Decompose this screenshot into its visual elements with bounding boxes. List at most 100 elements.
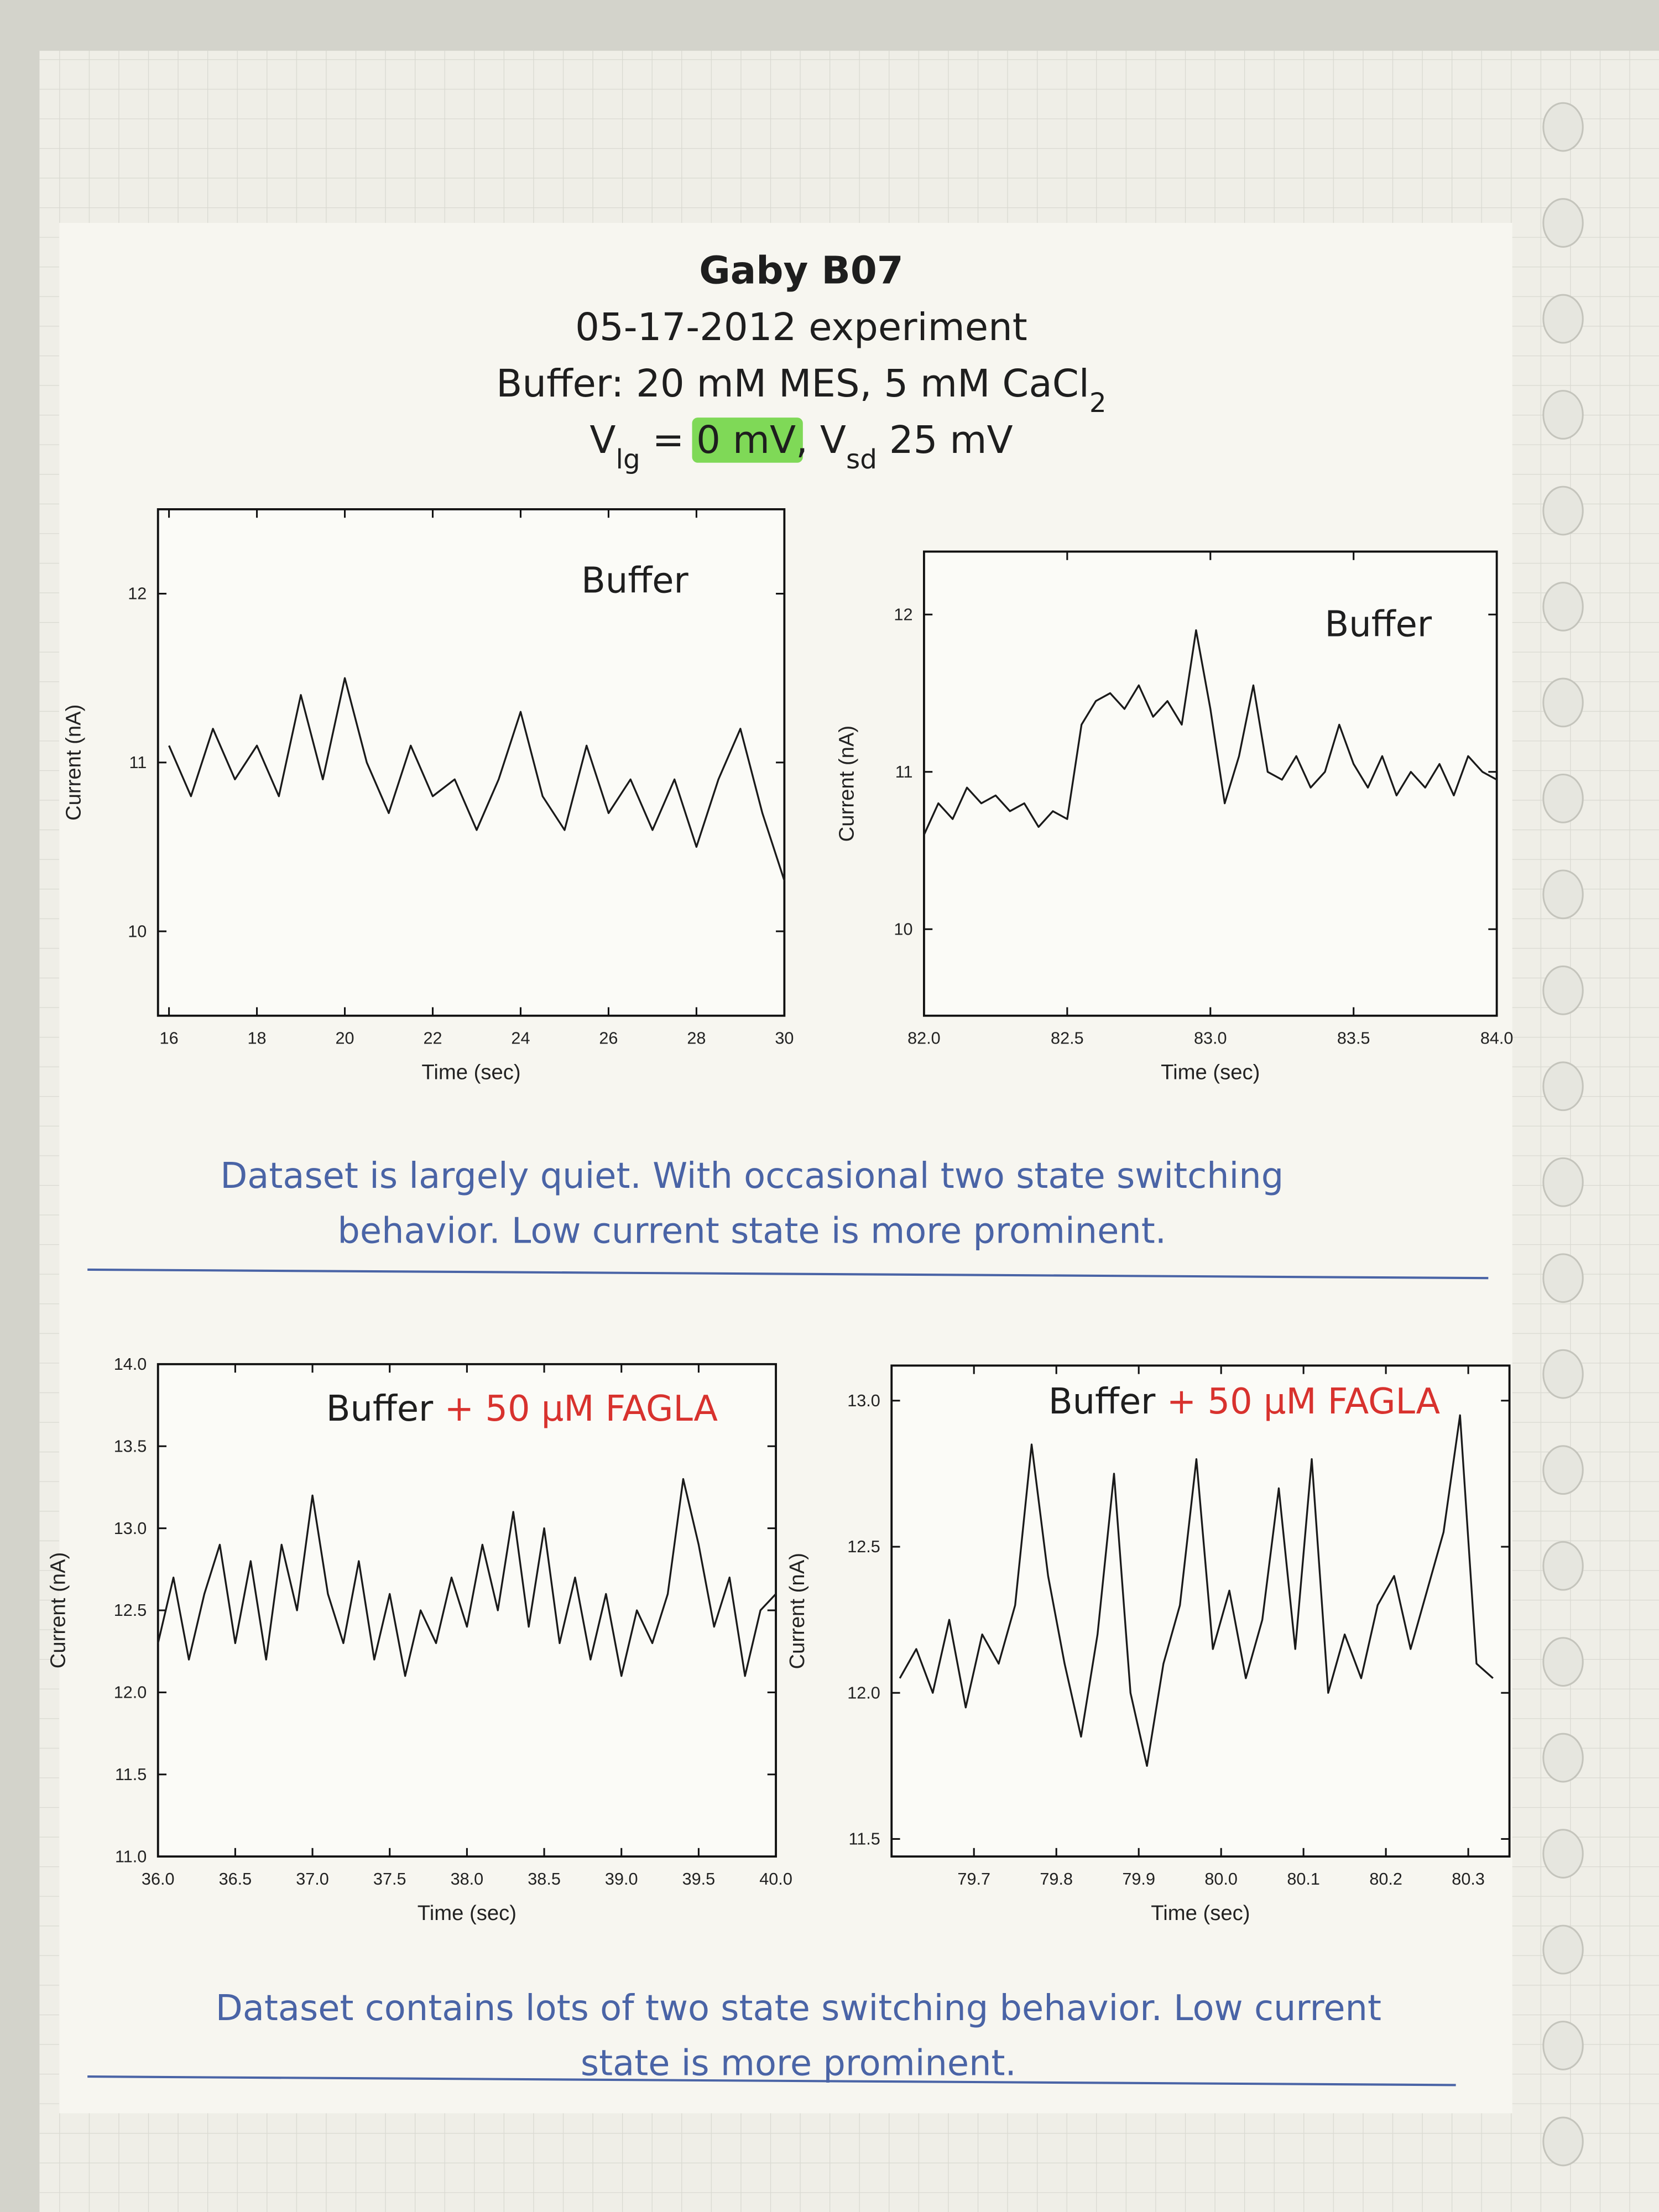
trace xyxy=(157,1478,777,1677)
x-axis-label: Time (sec) xyxy=(421,1061,520,1084)
text-segment: Buffer: 20 mM MES, 5 mM CaCl xyxy=(496,362,1089,406)
binder-hole xyxy=(1542,965,1584,1015)
x-tick-label: 79.8 xyxy=(1040,1870,1073,1888)
x-tick-label: 24 xyxy=(511,1029,530,1048)
binder-hole xyxy=(1542,1541,1584,1591)
y-axis-label: Current (nA) xyxy=(785,1553,809,1669)
x-tick-label: 36.0 xyxy=(142,1870,175,1888)
x-axis-label: Time (sec) xyxy=(1151,1901,1250,1925)
binder-hole xyxy=(1542,1349,1584,1399)
y-tick-label: 13.0 xyxy=(114,1519,147,1538)
note-line: Dataset is largely quiet. With occasiona… xyxy=(220,1156,1284,1197)
chart-title: Buffer + 50 μM FAGLA xyxy=(1048,1381,1441,1422)
x-tick-label: 80.1 xyxy=(1287,1870,1320,1888)
x-axis-label: Time (sec) xyxy=(1161,1061,1260,1084)
binder-hole xyxy=(1542,2021,1584,2070)
x-tick-label: 16 xyxy=(160,1029,179,1048)
note-rule xyxy=(87,1268,1489,1280)
chart: 36.0 36.5 37.0 37.5 38.0 38.5 39.0 39.5 40.0 11.0… xyxy=(46,1355,792,1925)
binder-hole xyxy=(1542,390,1584,440)
bias-line: Vlg = 0 mV, Vsd 25 mV xyxy=(589,418,1013,475)
y-tick-label: 11.0 xyxy=(115,1847,147,1866)
doc-date: 05-17-2012 experiment xyxy=(575,305,1027,349)
x-tick-label: 79.9 xyxy=(1122,1870,1155,1888)
text-segment: , V xyxy=(796,418,846,462)
buffer-line: Buffer: 20 mM MES, 5 mM CaCl2 xyxy=(496,362,1107,419)
y-tick-label: 13.0 xyxy=(847,1391,880,1410)
x-tick-label: 37.5 xyxy=(373,1870,406,1888)
text-segment: V xyxy=(589,418,615,462)
note-line: Dataset contains lots of two state switc… xyxy=(216,1988,1381,2029)
x-tick-label: 20 xyxy=(335,1029,354,1048)
y-tick-label: 13.5 xyxy=(114,1437,147,1455)
y-tick-label: 14.0 xyxy=(114,1355,147,1374)
x-tick-label: 36.5 xyxy=(219,1870,252,1888)
chart-title-note: + 50 μM FAGLA xyxy=(445,1389,718,1430)
y-axis-label: Current (nA) xyxy=(46,1552,70,1668)
x-tick-label: 79.7 xyxy=(957,1870,990,1888)
binder-hole xyxy=(1542,773,1584,823)
plot-frame xyxy=(923,550,1498,1017)
y-tick-label: 12 xyxy=(894,605,912,624)
binder-hole xyxy=(1542,1829,1584,1879)
y-tick-label: 11 xyxy=(895,763,913,781)
chart-title-main: Buffer xyxy=(1048,1381,1156,1422)
y-axis-label: Current (nA) xyxy=(61,705,85,821)
chart-title-main: Buffer xyxy=(581,560,688,601)
x-tick-label: 80.3 xyxy=(1452,1870,1485,1888)
y-tick-label: 10 xyxy=(128,922,147,941)
x-tick-label: 28 xyxy=(687,1029,706,1048)
binder-hole xyxy=(1542,486,1584,536)
x-tick-label: 22 xyxy=(423,1029,442,1048)
x-tick-label: 80.2 xyxy=(1369,1870,1402,1888)
x-tick-label: 83.5 xyxy=(1337,1029,1370,1048)
note-line: state is more prominent. xyxy=(581,2043,1016,2084)
trace xyxy=(168,677,785,881)
x-axis-label: Time (sec) xyxy=(418,1901,517,1925)
chart-title-note: + 50 μM FAGLA xyxy=(1167,1381,1441,1422)
y-tick-label: 11 xyxy=(129,753,147,772)
x-tick-label: 39.0 xyxy=(605,1870,638,1888)
x-tick-label: 84.0 xyxy=(1480,1029,1514,1048)
x-tick-label: 38.0 xyxy=(451,1870,484,1888)
binder-hole xyxy=(1542,1924,1584,1975)
x-tick-label: 18 xyxy=(248,1029,267,1048)
x-tick-label: 37.0 xyxy=(296,1870,329,1888)
x-tick-label: 83.0 xyxy=(1194,1029,1227,1048)
plot-frame xyxy=(156,508,786,1017)
doc-title: Gaby B07 xyxy=(699,249,903,293)
trace xyxy=(923,629,1498,836)
y-tick-label: 12.5 xyxy=(114,1601,147,1620)
charts: 16 18 20 22 24 26 28 30 10 11 12 Buffer Time (sec) Cu… xyxy=(46,508,1514,1925)
y-tick-label: 12.0 xyxy=(847,1683,880,1702)
binder-hole xyxy=(1542,1445,1584,1495)
binder-hole xyxy=(1542,582,1584,632)
highlight xyxy=(692,418,803,463)
note-line: behavior. Low current state is more prom… xyxy=(337,1211,1166,1251)
chart-title: Buffer xyxy=(1325,604,1432,645)
y-tick-label: 12 xyxy=(128,585,147,603)
binder-hole xyxy=(1542,677,1584,728)
x-tick-label: 80.0 xyxy=(1204,1870,1238,1888)
text-segment: sd xyxy=(846,444,877,475)
y-tick-label: 11.5 xyxy=(849,1830,880,1849)
x-tick-label: 26 xyxy=(599,1029,618,1048)
y-tick-label: 11.5 xyxy=(115,1765,147,1784)
binder-hole xyxy=(1542,1733,1584,1783)
binder-hole xyxy=(1542,2116,1584,2167)
text-segment: lg xyxy=(615,444,640,475)
y-tick-label: 12.0 xyxy=(114,1683,147,1702)
binder-hole xyxy=(1542,869,1584,920)
chart: 16 18 20 22 24 26 28 30 10 11 12 Buffer Time (sec) Cu… xyxy=(61,508,794,1084)
binder-hole xyxy=(1542,294,1584,344)
binder-hole xyxy=(1542,198,1584,248)
binder-hole xyxy=(1542,102,1584,152)
chart: 82.0 82.5 83.0 83.5 84.0 10 11 12 Buffer Time (se… xyxy=(834,550,1514,1084)
y-tick-label: 12.5 xyxy=(847,1537,880,1556)
y-tick-label: 10 xyxy=(894,920,912,938)
text-segment: = xyxy=(640,418,696,462)
text-segment: 25 mV xyxy=(877,418,1013,462)
chart-title: Buffer + 50 μM FAGLA xyxy=(326,1389,718,1430)
